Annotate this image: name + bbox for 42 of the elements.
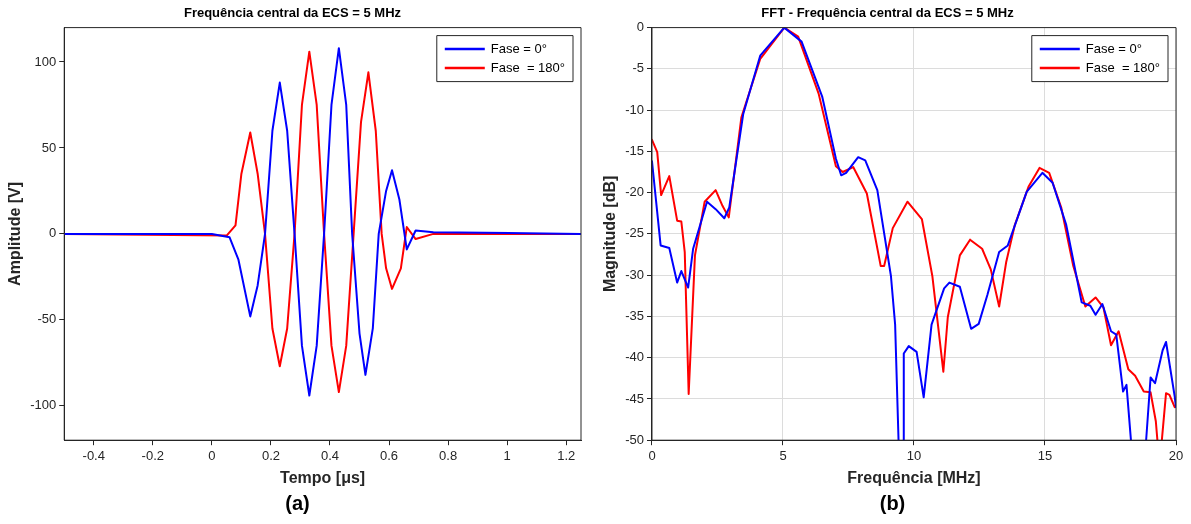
y-tick-label: 0	[48, 225, 57, 241]
y-tick-label: -50	[37, 311, 57, 327]
x-tick-label: 10	[906, 447, 922, 463]
y-tick-label: 50	[41, 139, 57, 155]
x-tick-label: 0	[648, 447, 656, 463]
x-tick-label: 1.2	[557, 447, 576, 463]
x-tick-label: 5	[779, 447, 787, 463]
y-tick-label: -25	[625, 225, 644, 241]
x-tick-label: -0.4	[82, 447, 105, 463]
chart-title: Frequência central da ECS = 5 MHz	[183, 5, 402, 21]
y-axis-title: Amplitude [V]	[6, 181, 24, 286]
x-tick-label: 0.6	[380, 447, 399, 463]
y-tick-label: -100	[30, 397, 57, 413]
y-tick-label: -10	[625, 101, 644, 117]
y-tick-label: -30	[625, 266, 644, 282]
text: (b)	[878, 492, 907, 515]
y-tick-label: -20	[625, 184, 644, 200]
y-tick-label: -40	[625, 349, 644, 365]
y-tick-label: -50	[625, 431, 644, 447]
legend-label: Fase = 0°	[490, 40, 547, 56]
x-tick-label: 0.8	[439, 447, 458, 463]
x-axis-title: Tempo [μs]	[280, 468, 366, 486]
x-tick-label: 0.2	[261, 447, 280, 463]
y-tick-label: 0	[636, 19, 644, 35]
legend-label: Fase = 180°	[1085, 59, 1160, 75]
y-tick-label: -5	[632, 60, 644, 76]
legend-label: Fase = 180°	[490, 59, 565, 75]
y-tick-label: 100	[34, 53, 57, 69]
x-tick-label: 15	[1037, 447, 1053, 463]
chart-title: FFT - Frequência central da ECS = 5 MHz	[761, 5, 1015, 21]
x-tick-label: 1	[503, 447, 511, 463]
x-tick-label: -0.2	[141, 447, 165, 463]
text: (a)	[284, 492, 311, 515]
y-axis-title: Magnitude [dB]	[601, 175, 619, 293]
x-axis-title: Frequência [MHz]	[847, 468, 981, 486]
x-tick-label: 0.4	[320, 447, 340, 463]
x-tick-label: 0	[208, 447, 216, 463]
legend-label: Fase = 0°	[1085, 40, 1142, 56]
y-tick-label: -45	[625, 390, 644, 406]
y-tick-label: -15	[625, 142, 644, 158]
y-tick-label: -35	[625, 308, 644, 323]
x-tick-label: 20	[1168, 447, 1184, 463]
